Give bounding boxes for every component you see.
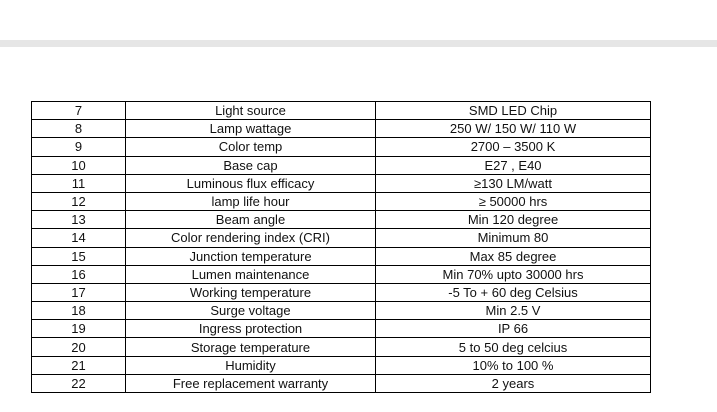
parameter-cell: Beam angle bbox=[125, 210, 376, 230]
value-cell: Min 120 degree bbox=[375, 210, 651, 230]
table-row: 14 Color rendering index (CRI) Minimum 8… bbox=[31, 228, 651, 248]
value-cell: ≥130 LM/watt bbox=[375, 173, 651, 193]
row-number-cell: 18 bbox=[31, 301, 126, 321]
table-row: 8 Lamp wattage 250 W/ 150 W/ 110 W bbox=[31, 119, 651, 139]
row-number-cell: 7 bbox=[31, 100, 126, 121]
table-row: 22 Free replacement warranty 2 years bbox=[31, 373, 651, 394]
parameter-cell: Working temperature bbox=[125, 282, 376, 303]
value-cell: Max 85 degree bbox=[375, 246, 651, 266]
parameter-cell: Lamp wattage bbox=[125, 119, 376, 139]
row-number-cell: 11 bbox=[31, 173, 126, 193]
parameter-cell: Junction temperature bbox=[125, 246, 376, 266]
parameter-cell: lamp life hour bbox=[125, 191, 376, 212]
value-cell: Minimum 80 bbox=[375, 228, 651, 248]
row-number-cell: 22 bbox=[31, 373, 126, 394]
value-cell: 2700 – 3500 K bbox=[375, 137, 651, 157]
value-cell: ≥ 50000 hrs bbox=[375, 191, 651, 212]
row-number-cell: 21 bbox=[31, 355, 126, 375]
value-cell: Min 70% upto 30000 hrs bbox=[375, 264, 651, 284]
row-number-cell: 14 bbox=[31, 228, 126, 248]
table-row: 11 Luminous flux efficacy ≥130 LM/watt bbox=[31, 173, 651, 193]
value-cell: SMD LED Chip bbox=[375, 100, 651, 121]
top-divider-bar bbox=[0, 40, 717, 47]
row-number-cell: 9 bbox=[31, 137, 126, 157]
row-number-cell: 13 bbox=[31, 210, 126, 230]
parameter-cell: Base cap bbox=[125, 155, 376, 175]
table-row: 18 Surge voltage Min 2.5 V bbox=[31, 301, 651, 321]
parameter-cell: Ingress protection bbox=[125, 319, 376, 339]
parameter-cell: Lumen maintenance bbox=[125, 264, 376, 284]
table-row: 10 Base cap E27 , E40 bbox=[31, 155, 651, 175]
parameter-cell: Luminous flux efficacy bbox=[125, 173, 376, 193]
parameter-cell: Light source bbox=[125, 100, 376, 121]
specification-table: 7 Light source SMD LED Chip 8 Lamp watta… bbox=[31, 100, 651, 394]
parameter-cell: Humidity bbox=[125, 355, 376, 375]
value-cell: E27 , E40 bbox=[375, 155, 651, 175]
parameter-cell: Storage temperature bbox=[125, 337, 376, 357]
table-row: 15 Junction temperature Max 85 degree bbox=[31, 246, 651, 266]
row-number-cell: 20 bbox=[31, 337, 126, 357]
row-number-cell: 8 bbox=[31, 119, 126, 139]
row-number-cell: 19 bbox=[31, 319, 126, 339]
value-cell: 10% to 100 % bbox=[375, 355, 651, 375]
parameter-cell: Free replacement warranty bbox=[125, 373, 376, 394]
value-cell: IP 66 bbox=[375, 319, 651, 339]
parameter-cell: Surge voltage bbox=[125, 301, 376, 321]
parameter-cell: Color temp bbox=[125, 137, 376, 157]
parameter-cell: Color rendering index (CRI) bbox=[125, 228, 376, 248]
value-cell: Min 2.5 V bbox=[375, 301, 651, 321]
value-cell: 250 W/ 150 W/ 110 W bbox=[375, 119, 651, 139]
row-number-cell: 12 bbox=[31, 191, 126, 212]
value-cell: 5 to 50 deg celcius bbox=[375, 337, 651, 357]
table-row: 12 lamp life hour ≥ 50000 hrs bbox=[31, 191, 651, 212]
row-number-cell: 10 bbox=[31, 155, 126, 175]
row-number-cell: 16 bbox=[31, 264, 126, 284]
table-row: 13 Beam angle Min 120 degree bbox=[31, 210, 651, 230]
table-row: 9 Color temp 2700 – 3500 K bbox=[31, 137, 651, 157]
table-row: 21 Humidity 10% to 100 % bbox=[31, 355, 651, 375]
value-cell: -5 To + 60 deg Celsius bbox=[375, 282, 651, 303]
row-number-cell: 17 bbox=[31, 282, 126, 303]
table-row: 16 Lumen maintenance Min 70% upto 30000 … bbox=[31, 264, 651, 284]
table-row: 7 Light source SMD LED Chip bbox=[31, 100, 651, 121]
table-row: 17 Working temperature -5 To + 60 deg Ce… bbox=[31, 282, 651, 303]
table-row: 20 Storage temperature 5 to 50 deg celci… bbox=[31, 337, 651, 357]
row-number-cell: 15 bbox=[31, 246, 126, 266]
table-row: 19 Ingress protection IP 66 bbox=[31, 319, 651, 339]
value-cell: 2 years bbox=[375, 373, 651, 394]
